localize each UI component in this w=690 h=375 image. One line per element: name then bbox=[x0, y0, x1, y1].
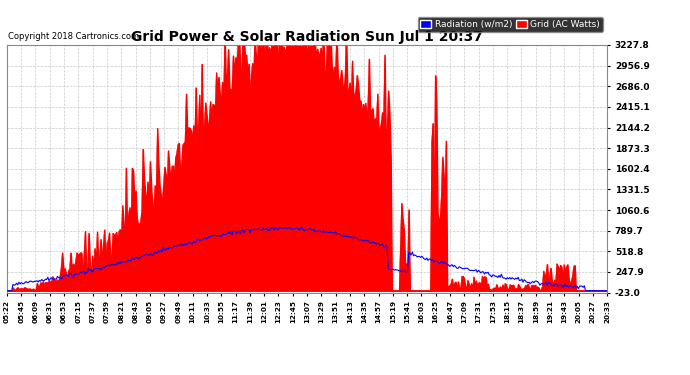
Legend: Radiation (w/m2), Grid (AC Watts): Radiation (w/m2), Grid (AC Watts) bbox=[417, 17, 602, 32]
Title: Grid Power & Solar Radiation Sun Jul 1 20:37: Grid Power & Solar Radiation Sun Jul 1 2… bbox=[131, 30, 483, 44]
Text: Copyright 2018 Cartronics.com: Copyright 2018 Cartronics.com bbox=[8, 32, 139, 41]
